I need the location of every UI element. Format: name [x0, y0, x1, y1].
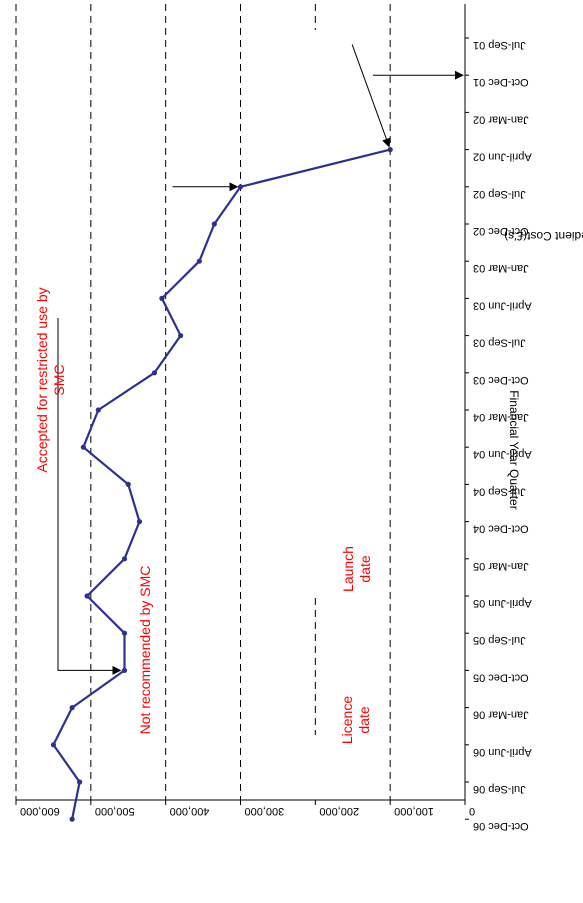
annotation-launch-date: Launchdate: [340, 546, 373, 592]
category-tick-label: Jan-Mar 02: [473, 113, 529, 125]
data-point: [121, 630, 128, 636]
category-tick-label: Jan-Mar 04: [473, 411, 529, 423]
category-tick-label: Jul-Sep 01: [473, 39, 526, 51]
category-tick-label: Oct-Dec 01: [473, 76, 529, 88]
value-tick-label: 100,000: [394, 805, 434, 817]
accepted-arrow: [57, 318, 122, 675]
data-point: [95, 407, 101, 413]
category-tick-label: Oct-Dec 06: [473, 820, 529, 832]
category-tick-label: Oct-Dec 04: [473, 523, 529, 535]
category-tick-label: Oct-Dec 05: [473, 671, 529, 683]
data-point: [80, 444, 86, 450]
category-tick-label: April-Jun 04: [473, 448, 532, 460]
y-axis-title: Gross Ingredient Cost(£'s): [504, 229, 583, 243]
category-tick-label: Jul-Sep 05: [473, 634, 526, 646]
annotation-licence-date: Licencedate: [339, 696, 372, 744]
data-point: [77, 779, 83, 785]
data-point: [125, 481, 131, 487]
data-point: [237, 184, 244, 190]
annotation-accepted-restricted: Accepted for restricted use bySMC: [34, 287, 67, 472]
category-tick-label: Oct-Dec 02: [473, 225, 529, 237]
value-tick-label: 500,000: [95, 805, 135, 817]
data-point: [50, 742, 57, 748]
category-tick-label: Jan-Mar 06: [473, 709, 529, 721]
value-tick-label: 300,000: [245, 805, 285, 817]
category-tick-label: Jul-Sep 04: [473, 485, 526, 497]
data-point: [121, 667, 128, 674]
data-point: [211, 221, 217, 227]
category-tick-label: April-Jun 03: [473, 299, 532, 311]
data-point: [151, 370, 158, 376]
annotations: Licencedate Launchdate Not recommended by …: [34, 44, 464, 744]
annotation-not-recommended: Not recommended by SMC: [137, 566, 153, 735]
value-tick-label: 600,000: [20, 805, 60, 817]
data-point: [159, 295, 165, 301]
x-axis-title: Financial Year Quarter: [507, 390, 521, 509]
data-point: [69, 705, 75, 711]
data-point: [136, 519, 143, 525]
launch-arrow: [351, 44, 391, 148]
category-tick-label: April-Jun 06: [473, 746, 532, 758]
category-tick-label: Jan-Mar 03: [473, 262, 529, 274]
data-point: [121, 556, 128, 562]
category-tick-label: Jul-Sep 06: [473, 783, 526, 795]
category-tick-label: April-Jun 02: [473, 151, 532, 163]
data-point: [178, 333, 184, 339]
data-point: [196, 258, 202, 264]
category-tick-label: Oct-Dec 03: [473, 374, 529, 386]
data-point: [387, 147, 393, 153]
tick-labels: 0 100,000 200,000 300,000 400,000 500,000 600,…: [20, 39, 532, 832]
category-tick-label: Jan-Mar 05: [473, 560, 529, 572]
category-tick-label: April-Jun 05: [473, 597, 532, 609]
category-tick-label: Jul-Sep 02: [473, 188, 526, 200]
category-tick-label: Jul-Sep 03: [473, 337, 526, 349]
value-tick-label: 0: [469, 805, 475, 817]
series-layer: [50, 147, 393, 822]
gridlines: [15, 4, 391, 800]
value-tick-label: 400,000: [170, 805, 210, 817]
axes: [15, 4, 469, 820]
data-point: [69, 816, 75, 822]
data-point: [84, 593, 90, 599]
value-tick-label: 200,000: [319, 805, 359, 817]
